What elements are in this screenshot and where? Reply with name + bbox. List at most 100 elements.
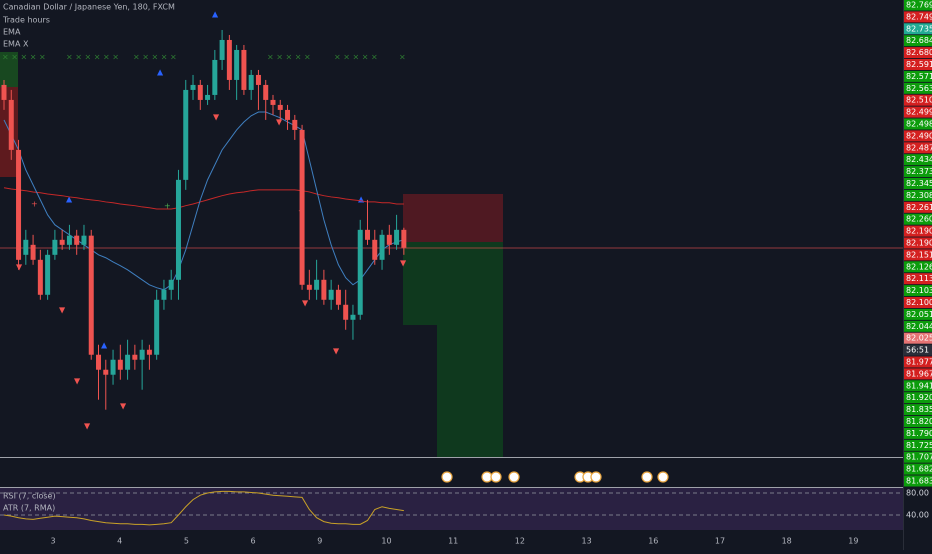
price-label: 82.345 [906, 179, 932, 188]
candle-body [175, 179, 181, 280]
candle-body [183, 89, 189, 180]
svg-text:▲: ▲ [212, 10, 219, 19]
candle-body [59, 239, 65, 245]
price-label: 82.749 [906, 12, 932, 21]
candle-body [190, 84, 196, 90]
session-green [0, 52, 18, 87]
candle-body [270, 99, 276, 105]
candle-body [154, 299, 160, 355]
price-label-bg [904, 404, 932, 416]
price-label: 82.190 [906, 227, 932, 236]
candle-body [234, 49, 240, 80]
price-label-bg [904, 94, 932, 106]
candle-body [205, 94, 211, 100]
price-label: 81.977 [906, 358, 932, 367]
target-zone [403, 242, 503, 325]
candle-body [306, 284, 312, 290]
price-label-bg [904, 463, 932, 475]
candle-body [212, 59, 218, 95]
price-label-bg [904, 178, 932, 189]
price-label: 82.113 [906, 274, 932, 283]
stop-zone [403, 194, 503, 242]
price-label: 81.683 [906, 477, 932, 486]
price-label: 82.490 [906, 131, 932, 140]
price-label: 82.151 [906, 250, 932, 259]
price-label-bg [904, 0, 932, 11]
candle-body [314, 279, 320, 290]
price-label: 82.684 [906, 36, 932, 45]
time-label: 16 [648, 537, 658, 546]
price-label-bg [904, 332, 932, 344]
candle-body [321, 279, 327, 300]
rsi-bg [0, 488, 903, 530]
time-label: 4 [117, 537, 122, 546]
candle-body [379, 234, 385, 260]
time-label: 5 [184, 537, 189, 546]
candle-body [197, 84, 203, 100]
price-label: 82.373 [906, 167, 932, 176]
time-label: 13 [582, 537, 592, 546]
price-label-bg [904, 154, 932, 166]
indicator-label: EMA X [3, 40, 29, 49]
candle-body [394, 229, 400, 245]
svg-text:▲: ▲ [66, 195, 73, 204]
price-label: 82.680 [906, 48, 932, 57]
candle-body [365, 229, 370, 240]
price-label: 81.820 [906, 417, 932, 426]
signal-triangles: ▲ ▲ ▲ ▲ ▲ [66, 10, 365, 350]
candle-body [45, 254, 51, 295]
time-label: 12 [515, 537, 525, 546]
price-label-bg [904, 308, 932, 320]
rsi-label: RSI (7, close) [3, 492, 56, 501]
candle-body [241, 49, 247, 90]
candle-body [88, 235, 94, 355]
time-label: 9 [317, 537, 322, 546]
price-label-bg [904, 225, 932, 237]
svg-text:×: × [399, 53, 406, 62]
candle-body [146, 349, 152, 355]
event-icons [441, 471, 669, 483]
price-label: 81.725 [906, 441, 932, 450]
price-label-bg [904, 35, 932, 47]
candle-body [23, 239, 29, 255]
price-label: 82.260 [906, 215, 932, 224]
price-label: 82.308 [906, 191, 932, 200]
time-label: 10 [381, 537, 391, 546]
candle-body [30, 244, 36, 260]
price-label-bg [904, 166, 932, 178]
candle-body [248, 74, 254, 90]
price-label: 82.261 [906, 203, 932, 212]
price-label-bg [904, 427, 932, 439]
candle-body [299, 129, 305, 285]
time-label: 18 [782, 537, 792, 546]
price-label: 81.790 [906, 429, 932, 438]
svg-text:▲: ▲ [101, 341, 108, 350]
svg-text:× × × × ×: × × × × × [334, 53, 378, 62]
rsi-line [3, 490, 404, 526]
svg-text:× × × × ×: × × × × × [133, 53, 177, 62]
price-label-bg [904, 273, 932, 285]
candle-body [74, 235, 80, 245]
price-label-bg [904, 439, 932, 451]
price-label: 82.510 [906, 96, 932, 105]
price-label: 82.103 [906, 286, 932, 295]
price-label: 82.025 [906, 334, 932, 343]
indicator-label: EMA [3, 28, 21, 37]
price-label: 56:51 [906, 346, 929, 355]
price-label-bg [904, 189, 932, 201]
price-label: 82.499 [906, 108, 932, 117]
price-label: 82.591 [906, 60, 932, 69]
x-markers: × × × × × × × × × × × × × × × × × × × × × ×… [2, 53, 406, 62]
candle-body [37, 259, 43, 295]
target-zone [437, 325, 503, 457]
price-label: 82.051 [906, 310, 932, 319]
price-label-bg [904, 70, 932, 82]
candle-body [8, 99, 14, 150]
price-label-bg [904, 344, 932, 356]
candle-body [401, 229, 407, 248]
price-label-bg [904, 118, 932, 130]
price-label: 82.563 [906, 84, 932, 93]
price-label-bg [904, 11, 932, 23]
svg-text:▼: ▼ [213, 113, 220, 122]
candle-body [132, 354, 138, 360]
